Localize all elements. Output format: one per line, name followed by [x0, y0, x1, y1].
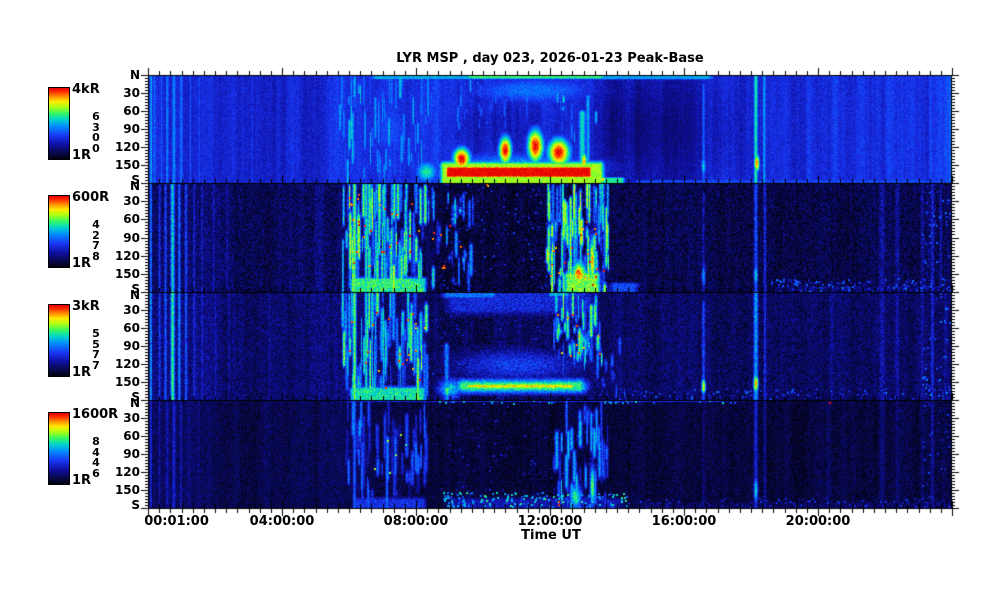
y-tick-label: 120 [114, 465, 140, 479]
y-tick-label: 120 [114, 248, 140, 263]
y-tick-label: N [129, 68, 140, 82]
colorbar-4278 [48, 195, 70, 268]
colorbar-6300 [48, 87, 70, 160]
colorbar-max-label: 1600R [72, 407, 119, 422]
y-tick-label: N [129, 179, 140, 193]
y-tick-label: 30 [123, 303, 140, 317]
y-tick-label: 120 [114, 140, 140, 154]
colorbar-5577 [48, 304, 70, 377]
y-tick-label: 90 [123, 447, 140, 461]
y-tick-label: N [129, 396, 140, 410]
y-tick-label: 150 [114, 483, 140, 497]
y-tick-label: 60 [123, 321, 140, 335]
figure-title: LYR MSP , day 023, 2026-01-23 Peak-Base [396, 51, 704, 66]
x-tick-label: 08:00:00 [383, 514, 449, 529]
x-tick-label: 20:00:00 [785, 514, 851, 529]
colorbar-min-label: 1R [72, 365, 92, 380]
y-tick-label: 30 [123, 86, 140, 100]
x-tick-label: 04:00:00 [249, 514, 315, 529]
x-tick-label: 12:00:00 [517, 514, 583, 529]
y-tick-label: 30 [123, 194, 140, 209]
y-tick-label: 150 [114, 375, 140, 389]
y-tick-label: S [131, 498, 140, 512]
y-tick-label: 90 [123, 122, 140, 136]
y-tick-label: S [131, 390, 140, 404]
colorbar-min-label: 1R [72, 473, 92, 488]
y-tick-label: 150 [114, 266, 140, 281]
y-tick-label: 30 [123, 411, 140, 425]
colorbar-max-label: 600R [72, 190, 110, 205]
colorbar-min-label: 1R [72, 148, 92, 163]
y-tick-label: 60 [123, 104, 140, 118]
y-tick-label: 60 [123, 429, 140, 443]
y-tick-label: S [131, 282, 140, 296]
y-tick-label: 90 [123, 230, 140, 245]
x-tick-label: 16:00:00 [651, 514, 717, 529]
colorbar-8446 [48, 412, 70, 485]
x-axis-label: Time UT [521, 528, 581, 543]
y-tick-label: 120 [114, 357, 140, 371]
y-tick-label: N [129, 288, 140, 302]
y-tick-label: 60 [123, 212, 140, 227]
colorbar-max-label: 4kR [72, 82, 100, 97]
x-tick-label: 00:01:00 [144, 514, 209, 529]
y-tick-label: S [131, 173, 140, 187]
colorbar-min-label: 1R [72, 256, 92, 271]
colorbar-max-label: 3kR [72, 299, 100, 314]
y-tick-label: 90 [123, 339, 140, 353]
y-tick-label: 150 [114, 158, 140, 172]
